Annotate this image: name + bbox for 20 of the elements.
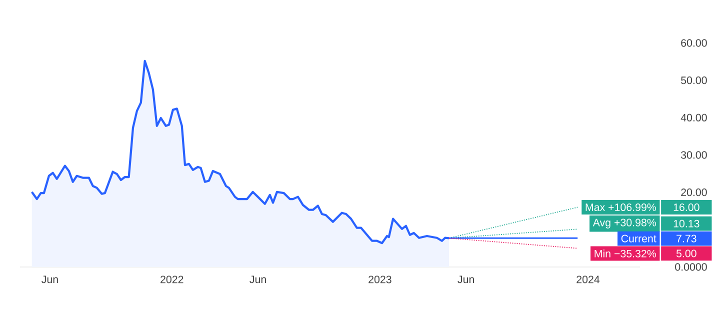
y-tick-label: 60.00	[681, 39, 707, 47]
y-tick-label: 0.0000	[675, 263, 707, 271]
x-tick-label: Jun	[42, 276, 58, 284]
legend-label: Current	[621, 234, 656, 242]
text: 10.13	[674, 220, 700, 228]
x-tick-label: 2023	[368, 276, 392, 284]
x-tick-label: Jun	[458, 276, 474, 284]
legend-label: Avg +30.98%	[592, 218, 656, 228]
x-tick-label: 2024	[576, 276, 600, 284]
x-tick-label: Jun	[250, 276, 266, 284]
legend-label: Min −35.32%	[594, 250, 656, 258]
legend-label: Max +106.99%	[586, 203, 656, 212]
y-tick-label: 20.00	[681, 188, 707, 196]
text: 5.00	[676, 250, 696, 258]
y-tick-label: 40.00	[680, 114, 707, 122]
text: 16.00	[674, 203, 700, 212]
x-tick-label: 2022	[160, 276, 184, 284]
text: 7.73	[676, 234, 696, 242]
y-tick-label: 50.00	[681, 76, 707, 84]
y-tick-label: 30.00	[680, 151, 707, 159]
